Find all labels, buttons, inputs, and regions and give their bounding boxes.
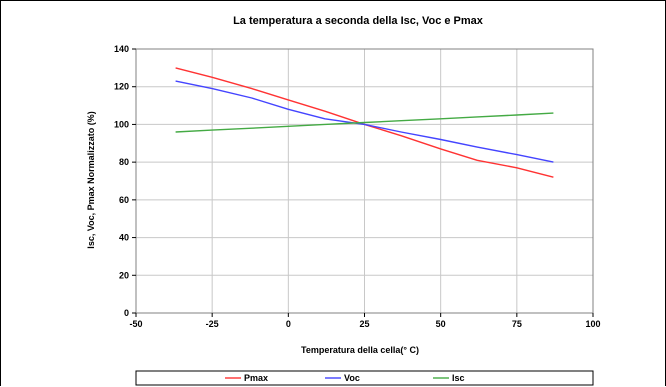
x-axis-label: Temperatura della cella(° C) (301, 345, 419, 355)
axis-ticks: -50 -25 0 25 50 75 100 0 20 40 60 80 100 120 140 (114, 44, 601, 329)
x-tick-label: -50 (129, 319, 142, 329)
y-tick-label: 120 (114, 82, 129, 92)
y-tick-label: 0 (124, 308, 129, 318)
x-tick-label: 100 (585, 319, 600, 329)
y-tick-label: 80 (119, 157, 129, 167)
y-tick-label: 20 (119, 270, 129, 280)
x-tick-label: -25 (206, 319, 219, 329)
y-axis-label: Isc, Voc, Pmax Normalizzato (%) (86, 111, 96, 248)
x-tick-label: 25 (359, 319, 369, 329)
legend-label-voc: Voc (344, 373, 360, 383)
y-tick-label: 60 (119, 195, 129, 205)
legend-label-pmax: Pmax (244, 373, 268, 383)
x-tick-label: 50 (436, 319, 446, 329)
grid-lines (136, 49, 593, 313)
series-line-isc (175, 112, 554, 133)
series-line-voc (175, 80, 554, 163)
chart-title: La temperatura a seconda della Isc, Voc … (233, 15, 484, 27)
y-tick-label: 140 (114, 44, 129, 54)
series-lines (175, 67, 554, 178)
legend: Pmax Voc Isc (135, 370, 594, 386)
x-tick-label: 0 (286, 319, 291, 329)
x-tick-label: 75 (512, 319, 522, 329)
y-tick-label: 100 (114, 119, 129, 129)
legend-label-isc: Isc (452, 373, 465, 383)
y-tick-label: 40 (119, 233, 129, 243)
legend-box (135, 370, 594, 386)
